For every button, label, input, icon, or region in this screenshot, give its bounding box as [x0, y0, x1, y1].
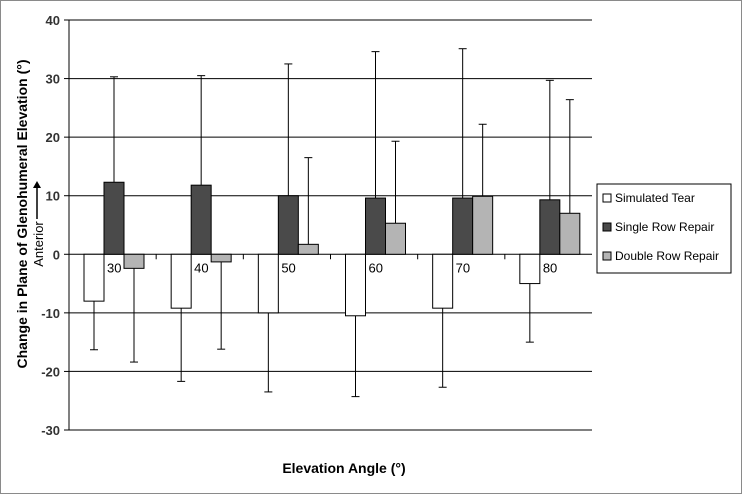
category-label: 50 [281, 260, 295, 275]
legend-label: Single Row Repair [615, 220, 714, 234]
category-label: 70 [456, 260, 470, 275]
bar-simulated-tear-70 [432, 253, 454, 309]
bar-single-row-repair-40 [190, 184, 212, 255]
y-tick-label: 40 [46, 13, 60, 28]
y-tick-labels: -30 -20 -10 0 10 20 30 40 [41, 13, 60, 438]
bar-simulated-tear-80 [519, 253, 541, 285]
bar-double-row-repair-60 [385, 222, 406, 255]
legend-box [596, 183, 732, 274]
bars [83, 181, 581, 317]
bar-simulated-tear-40 [170, 253, 192, 309]
error-bars [90, 48, 574, 398]
x-axis-title: Elevation Angle (°) [282, 460, 405, 476]
bar-simulated-tear-60 [345, 253, 366, 317]
legend-label: Simulated Tear [615, 191, 695, 205]
bar-double-row-repair-30 [123, 253, 145, 269]
bar-single-row-repair-80 [539, 199, 561, 255]
legend: Simulated Tear Single Row Repair Double Ro… [596, 183, 732, 274]
y-tick-label: 20 [46, 130, 60, 145]
bar-single-row-repair-70 [452, 197, 474, 255]
y-tick-label: 10 [46, 189, 60, 204]
y-tick-label: -10 [41, 306, 60, 321]
bar-simulated-tear-50 [257, 253, 279, 314]
y-tick-label: 30 [46, 72, 60, 87]
category-label: 80 [543, 260, 557, 275]
anterior-annotation: Anterior [31, 181, 46, 267]
y-axis-title: Change in Plane of Glenohumeral Elevatio… [14, 60, 30, 369]
category-labels: 30 40 50 60 70 80 [107, 260, 557, 275]
bar-single-row-repair-50 [277, 195, 299, 255]
bar-double-row-repair-50 [297, 243, 319, 255]
bar-double-row-repair-40 [210, 253, 232, 263]
y-tick-label: -20 [41, 364, 60, 379]
legend-swatch [602, 193, 612, 203]
gridlines [64, 19, 592, 431]
legend-swatch [602, 251, 612, 261]
category-label: 40 [194, 260, 208, 275]
anterior-arrowhead-icon [33, 181, 41, 188]
bar-single-row-repair-30 [103, 181, 125, 255]
bar-double-row-repair-70 [472, 195, 494, 255]
y-tick-label: -30 [41, 423, 60, 438]
y-tick-label: 0 [53, 247, 60, 262]
bar-simulated-tear-30 [83, 253, 105, 302]
bar-single-row-repair-60 [365, 197, 386, 255]
anterior-label: Anterior [31, 221, 46, 267]
bar-double-row-repair-80 [559, 212, 581, 255]
category-label: 30 [107, 260, 121, 275]
category-label: 60 [369, 260, 383, 275]
legend-swatch [602, 222, 612, 232]
legend-label: Double Row Repair [615, 249, 719, 263]
